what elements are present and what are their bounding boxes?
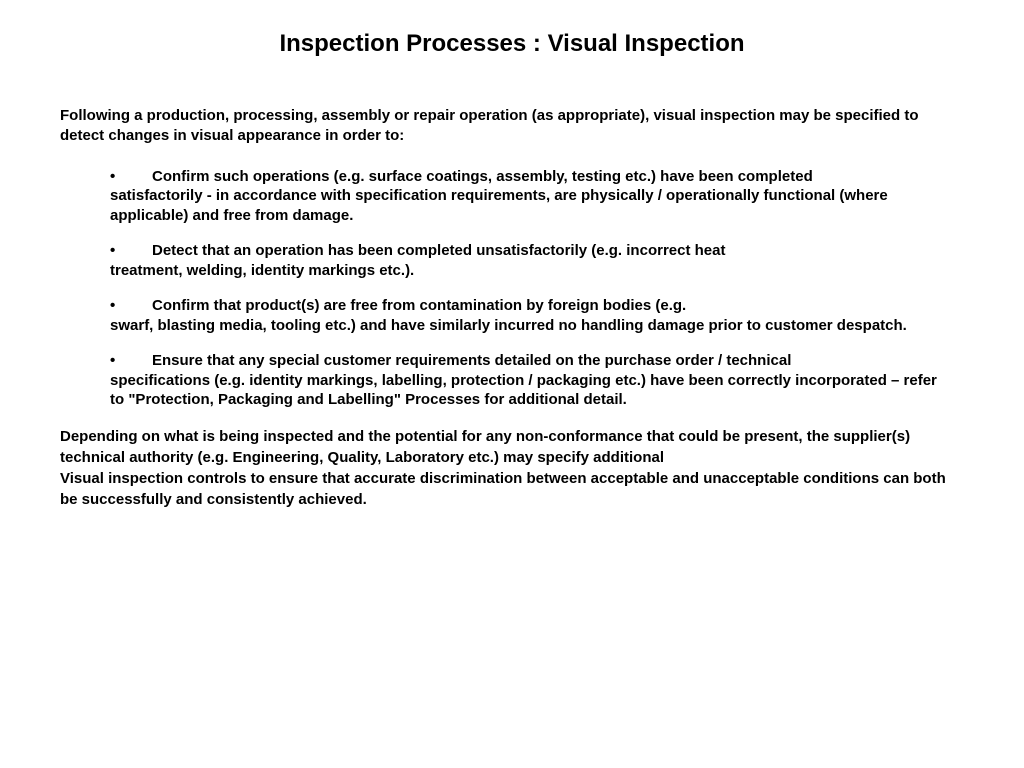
list-item: • Confirm that product(s) are free from … <box>110 296 954 335</box>
bullet-cont-text: swarf, blasting media, tooling etc.) and… <box>110 316 954 336</box>
bullet-lead-text: Detect that an operation has been comple… <box>110 242 725 259</box>
bullet-lead-text: Ensure that any special customer require… <box>110 352 791 369</box>
bullet-cont-text: satisfactorily - in accordance with spec… <box>110 186 954 225</box>
page-title: Inspection Processes : Visual Inspection <box>60 30 964 58</box>
bullet-icon: • <box>110 167 115 187</box>
list-item: • Ensure that any special customer requi… <box>110 351 954 410</box>
bullet-list: • Confirm such operations (e.g. surface … <box>60 167 964 410</box>
bullet-icon: • <box>110 296 115 316</box>
bullet-cont-text: treatment, welding, identity markings et… <box>110 261 954 281</box>
bullet-icon: • <box>110 351 115 371</box>
bullet-lead-text: Confirm such operations (e.g. surface co… <box>110 168 813 185</box>
list-item: • Detect that an operation has been comp… <box>110 241 954 280</box>
closing-paragraph: Depending on what is being inspected and… <box>60 426 964 510</box>
intro-paragraph: Following a production, processing, asse… <box>60 106 964 147</box>
bullet-lead-text: Confirm that product(s) are free from co… <box>110 297 686 314</box>
list-item: • Confirm such operations (e.g. surface … <box>110 167 954 226</box>
bullet-cont-text: specifications (e.g. identity markings, … <box>110 371 954 410</box>
bullet-icon: • <box>110 241 115 261</box>
